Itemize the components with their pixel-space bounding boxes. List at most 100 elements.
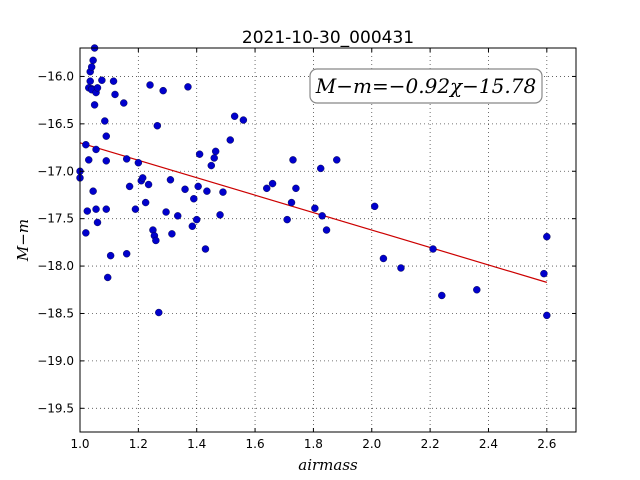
y-tick-label: −18.0: [37, 259, 74, 273]
data-point: [203, 187, 211, 195]
data-point: [379, 254, 388, 263]
data-point: [153, 122, 162, 130]
data-point: [102, 132, 110, 140]
data-point: [540, 269, 548, 278]
data-point: [101, 117, 109, 125]
data-point: [370, 202, 379, 211]
y-axis-label: M−m: [14, 219, 32, 262]
y-tick-label: −19.0: [37, 354, 74, 368]
ticks-group: 1.0 1.2 1.4 1.6 1.8 2.0 2.2 2.4 2.6 −16.0 −16.5 −17…: [37, 48, 576, 451]
data-point: [268, 179, 277, 188]
data-point: [92, 205, 100, 213]
data-point: [83, 207, 91, 215]
data-point: [190, 195, 198, 203]
data-point: [155, 308, 163, 317]
plot-frame: [79, 47, 577, 433]
data-point: [168, 230, 176, 238]
annotation-box: M−m=−0.92χ−15.78: [309, 68, 543, 104]
data-point: [85, 156, 93, 164]
data-point: [111, 90, 119, 99]
data-point: [473, 286, 481, 294]
data-point: [174, 212, 182, 220]
y-tick-label: −18.5: [37, 306, 74, 320]
data-point: [134, 159, 143, 167]
data-point: [543, 232, 551, 241]
data-point: [120, 99, 128, 107]
chart-title: 2021-10-30_000431: [242, 28, 414, 48]
data-point: [219, 188, 227, 196]
data-point: [201, 245, 210, 253]
gridlines: [79, 48, 576, 432]
data-point: [318, 212, 326, 220]
data-point: [159, 86, 167, 95]
data-point: [211, 147, 220, 156]
data-point: [333, 156, 341, 164]
data-point: [90, 101, 99, 109]
fit-line: [79, 142, 547, 283]
data-point: [87, 63, 96, 71]
data-point: [93, 218, 102, 227]
data-point: [292, 184, 300, 193]
data-point: [122, 155, 131, 163]
data-point: [144, 180, 153, 189]
data-point: [166, 176, 175, 184]
data-point: [207, 161, 215, 170]
data-point: [102, 157, 110, 165]
annotation-frame: [309, 68, 543, 104]
data-point: [317, 164, 325, 173]
data-point: [152, 236, 160, 245]
data-point: [102, 205, 110, 213]
data-point: [106, 251, 115, 260]
data-point: [162, 208, 170, 216]
data-point: [92, 145, 100, 154]
x-tick-label: 2.6: [537, 437, 556, 451]
y-tick-label: −17.0: [37, 164, 74, 178]
fit-equation: M−m=−0.92χ−15.78: [315, 74, 536, 98]
y-tick-label: −16.0: [37, 69, 74, 83]
plot-area: [80, 48, 576, 432]
x-tick-label: 1.0: [70, 437, 89, 451]
y-tick-label: −17.5: [37, 212, 74, 226]
data-point: [287, 198, 296, 207]
x-tick-label: 1.4: [187, 437, 206, 451]
data-point: [311, 204, 319, 212]
data-point: [131, 205, 140, 213]
data-point: [104, 273, 112, 282]
x-tick-label: 1.6: [246, 437, 265, 451]
x-tick-label: 1.8: [304, 437, 323, 451]
data-point: [429, 245, 437, 253]
data-point: [289, 156, 297, 164]
data-point: [86, 77, 94, 85]
data-point: [193, 215, 201, 224]
data-point: [141, 198, 150, 207]
data-point: [188, 222, 197, 230]
x-tick-label: 2.2: [421, 437, 440, 451]
data-point: [139, 174, 147, 182]
data-point: [216, 211, 224, 219]
data-point: [82, 229, 90, 237]
data-point: [122, 250, 131, 258]
data-point: [109, 77, 118, 85]
data-point: [195, 150, 204, 158]
data-point: [125, 182, 134, 191]
data-point: [543, 311, 551, 320]
data-point: [230, 112, 239, 120]
data-point: [210, 154, 218, 162]
data-point: [184, 83, 192, 91]
data-points: [76, 44, 551, 320]
data-point: [263, 184, 271, 193]
data-point: [82, 141, 90, 149]
y-tick-label: −19.5: [37, 401, 74, 415]
data-point: [438, 291, 446, 300]
data-point: [89, 187, 97, 195]
x-tick-label: 1.2: [129, 437, 148, 451]
data-point: [322, 226, 331, 234]
data-point: [89, 56, 97, 65]
data-point: [283, 215, 291, 224]
data-point: [146, 81, 154, 89]
y-tick-label: −16.5: [37, 117, 74, 131]
x-tick-label: 2.0: [362, 437, 381, 451]
data-point: [98, 76, 106, 84]
data-point: [397, 264, 405, 272]
